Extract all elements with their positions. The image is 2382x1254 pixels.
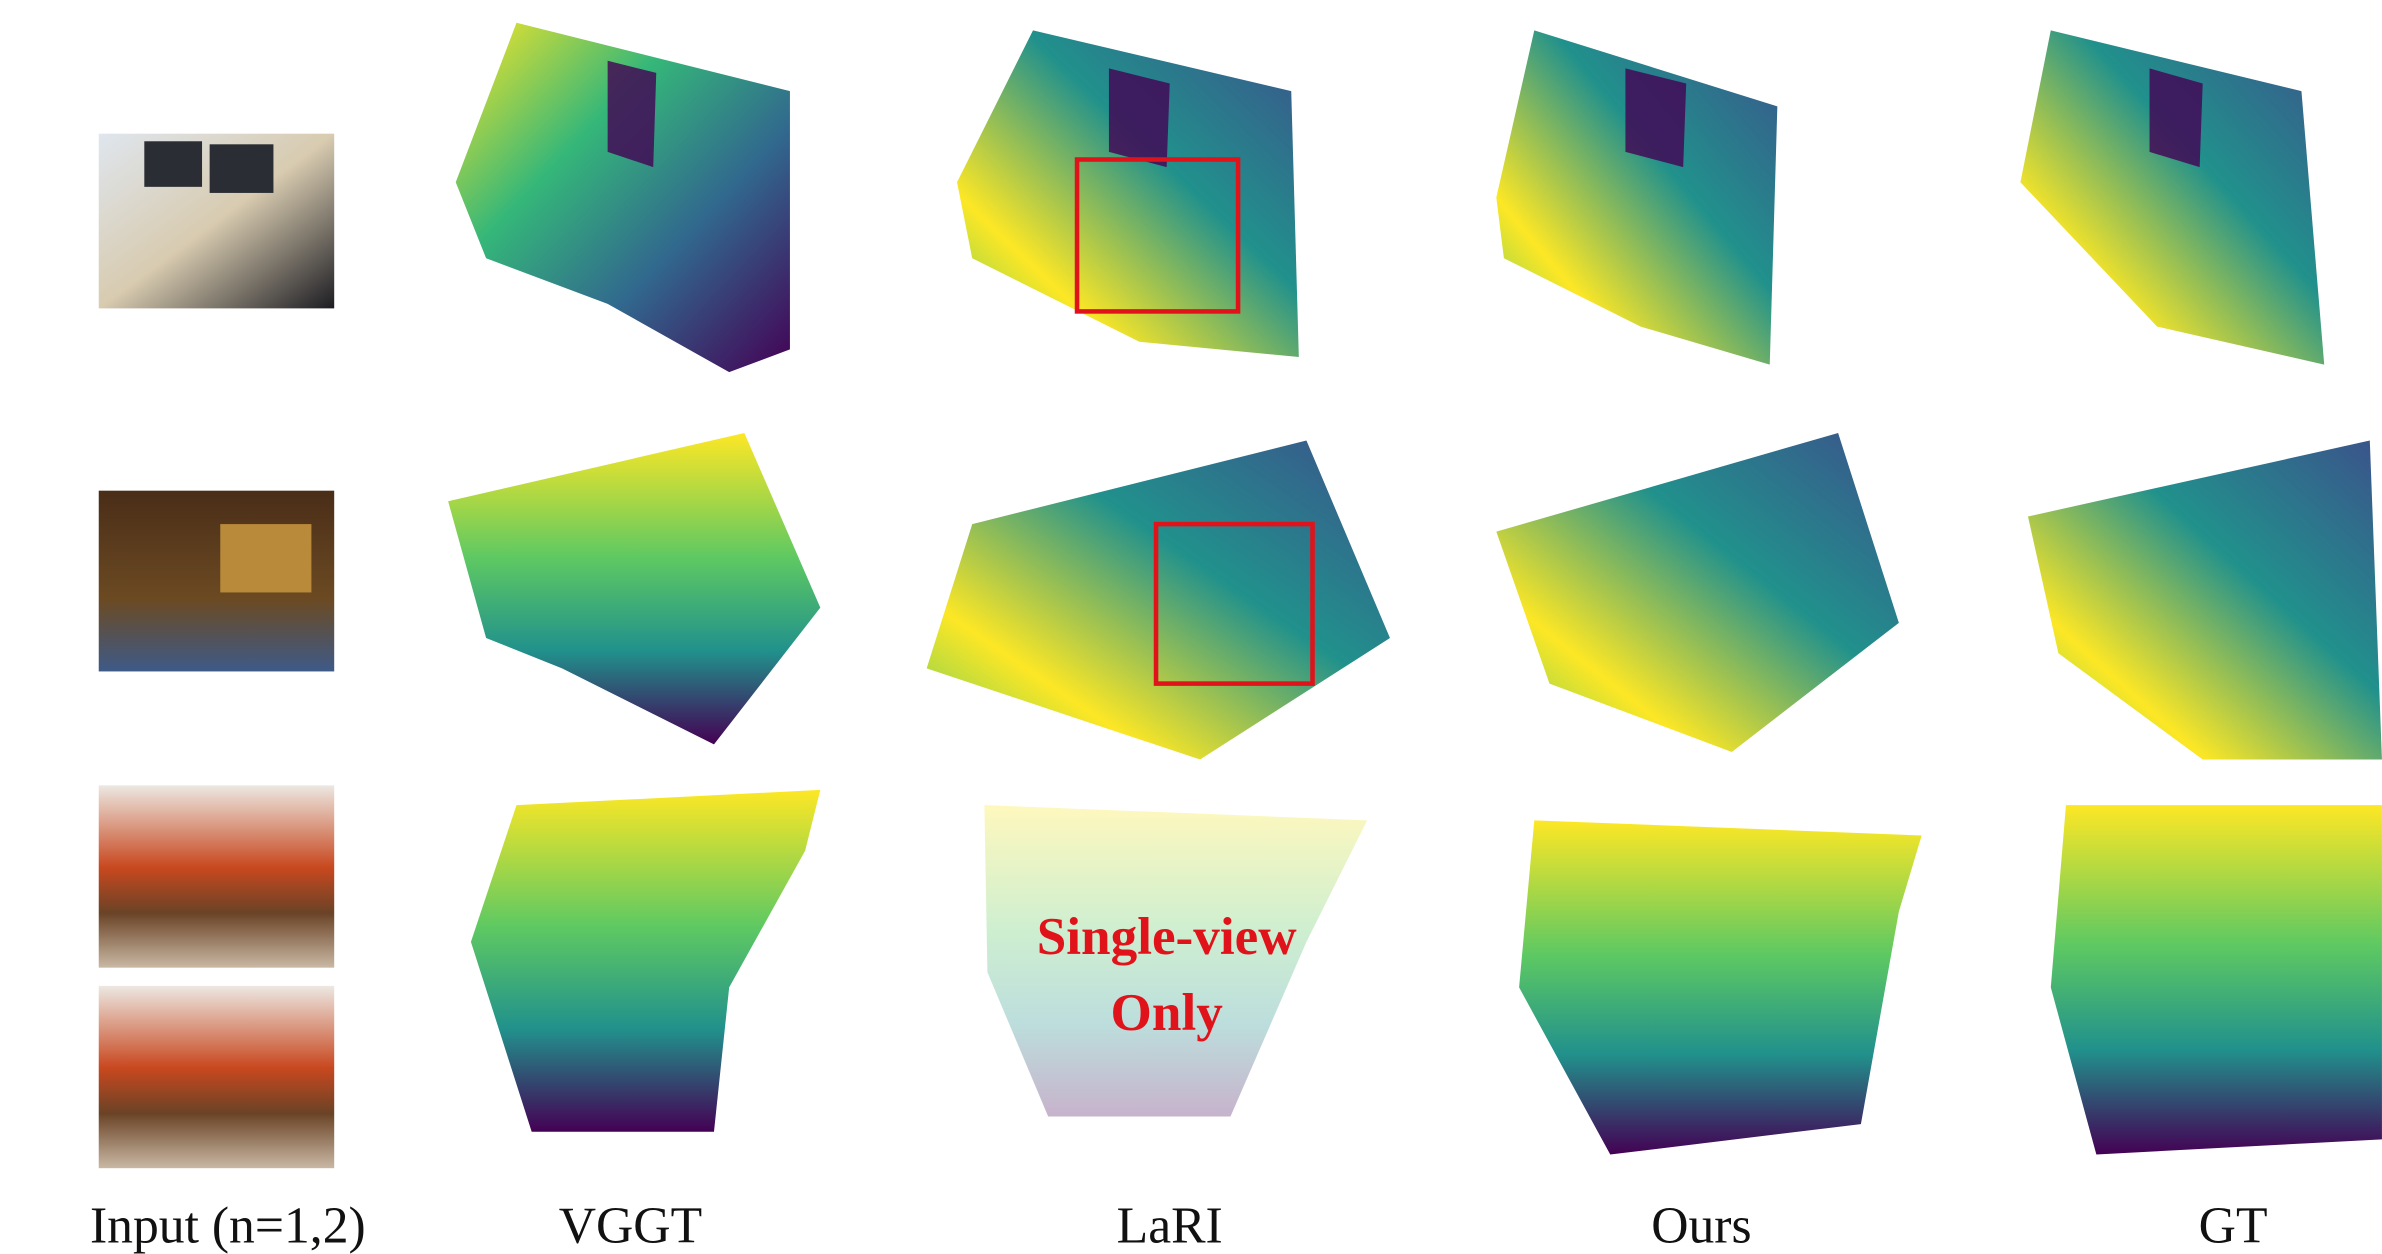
- column-label: Ours: [1651, 1198, 1751, 1254]
- point-cloud: [957, 30, 1299, 357]
- highlight-box: [1074, 157, 1241, 314]
- overlay-text: Single-view: [1037, 908, 1297, 966]
- column-label: GT: [2199, 1198, 2268, 1254]
- point-cloud: [2027, 440, 2382, 760]
- monitor: [144, 141, 203, 187]
- point-cloud: [455, 22, 790, 373]
- point-cloud: [1496, 30, 1778, 365]
- column-label: Input (n=1,2): [90, 1198, 366, 1254]
- point-cloud: [984, 805, 1368, 1117]
- input-photo: [98, 985, 335, 1169]
- highlight-box: [1153, 521, 1315, 686]
- column-label: VGGT: [559, 1198, 702, 1254]
- monitor: [2149, 68, 2203, 168]
- monitor: [209, 144, 274, 193]
- monitor: [1625, 68, 1687, 168]
- point-cloud: [2050, 805, 2382, 1155]
- point-cloud: [1519, 820, 1922, 1155]
- monitor: [1108, 68, 1170, 168]
- overlay-text: Only: [1111, 984, 1224, 1042]
- input-photo: [98, 785, 335, 968]
- point-cloud: [448, 432, 821, 745]
- point-cloud: [470, 789, 821, 1132]
- cabinet: [220, 524, 312, 593]
- panels: Single-view Only Input (n=1,2) VGGT LaRI…: [90, 22, 2382, 1254]
- column-label: LaRI: [1117, 1198, 1223, 1254]
- point-cloud: [2020, 30, 2325, 365]
- point-cloud: [1496, 432, 1899, 752]
- monitor: [607, 60, 657, 168]
